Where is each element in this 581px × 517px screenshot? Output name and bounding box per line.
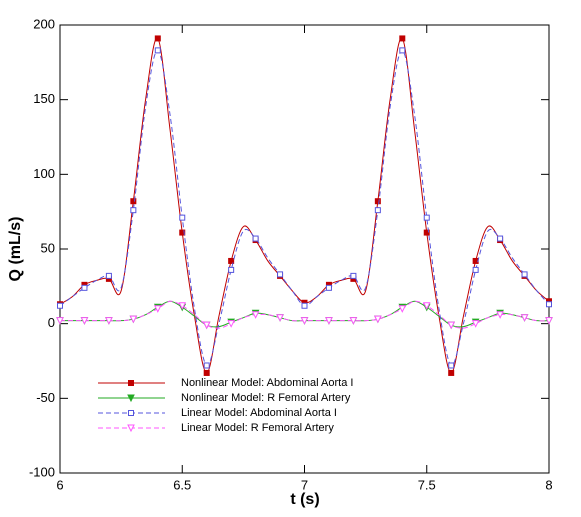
legend-label: Nonlinear Model: Abdominal Aorta I	[181, 377, 353, 389]
marker	[228, 266, 235, 273]
y-tick-label: -50	[36, 390, 55, 405]
marker	[130, 207, 137, 214]
marker	[300, 317, 309, 325]
marker	[521, 271, 528, 278]
y-tick-label: -100	[29, 464, 55, 479]
marker	[325, 317, 333, 325]
y-tick-label: 0	[48, 315, 55, 330]
x-tick-label: 6	[56, 477, 63, 492]
marker	[546, 301, 552, 308]
marker	[350, 272, 357, 279]
marker	[496, 311, 504, 319]
marker	[252, 235, 259, 242]
marker	[423, 229, 430, 236]
legend-marker	[128, 410, 134, 416]
marker	[472, 266, 479, 273]
legend-marker	[127, 394, 135, 403]
marker	[251, 311, 260, 319]
marker	[81, 284, 88, 291]
legend-label: Nonlinear Model: R Femoral Artery	[181, 392, 351, 404]
y-tick-label: 200	[33, 16, 55, 31]
marker	[178, 302, 187, 310]
marker	[56, 317, 64, 325]
x-tick-label: 7	[301, 477, 308, 492]
marker	[105, 272, 112, 279]
x-tick-label: 7.5	[418, 477, 436, 492]
marker	[497, 235, 504, 242]
marker	[153, 305, 162, 313]
marker	[471, 320, 480, 328]
legend-label: Linear Model: R Femoral Artery	[181, 422, 334, 434]
x-tick-label: 6.5	[173, 477, 191, 492]
y-tick-label: 100	[33, 166, 55, 181]
marker	[202, 321, 211, 330]
marker	[448, 362, 455, 369]
marker	[422, 302, 431, 310]
marker	[374, 198, 381, 205]
x-axis-title: t (s)	[290, 491, 319, 508]
marker	[374, 315, 382, 324]
y-axis-title: Q (mL/s)	[7, 217, 24, 282]
marker	[154, 35, 161, 42]
y-tick-label: 150	[33, 91, 55, 106]
legend-label: Linear Model: Abdominal Aorta I	[181, 407, 337, 419]
marker	[203, 362, 210, 369]
x-tick-label: 8	[545, 477, 552, 492]
marker	[80, 317, 89, 325]
marker	[129, 315, 138, 324]
marker	[349, 317, 358, 325]
marker	[154, 47, 161, 54]
marker	[520, 314, 529, 322]
marker	[301, 302, 308, 309]
marker	[227, 320, 235, 328]
marker	[448, 369, 455, 376]
marker	[277, 271, 284, 278]
marker	[399, 47, 406, 54]
marker	[57, 302, 63, 309]
marker	[398, 305, 407, 313]
marker	[472, 257, 479, 264]
marker	[179, 214, 186, 221]
marker	[545, 317, 553, 325]
marker	[423, 214, 430, 221]
marker	[374, 207, 381, 214]
marker	[325, 284, 332, 291]
marker	[105, 317, 113, 325]
marker	[203, 369, 210, 376]
marker	[276, 314, 284, 322]
plot-frame	[59, 24, 550, 474]
marker	[447, 321, 456, 330]
marker	[228, 257, 235, 264]
y-tick-label: 50	[41, 240, 55, 255]
legend-marker	[128, 380, 134, 386]
marker	[130, 198, 137, 205]
marker	[399, 35, 406, 42]
legend-marker	[127, 424, 135, 433]
marker	[179, 229, 186, 236]
